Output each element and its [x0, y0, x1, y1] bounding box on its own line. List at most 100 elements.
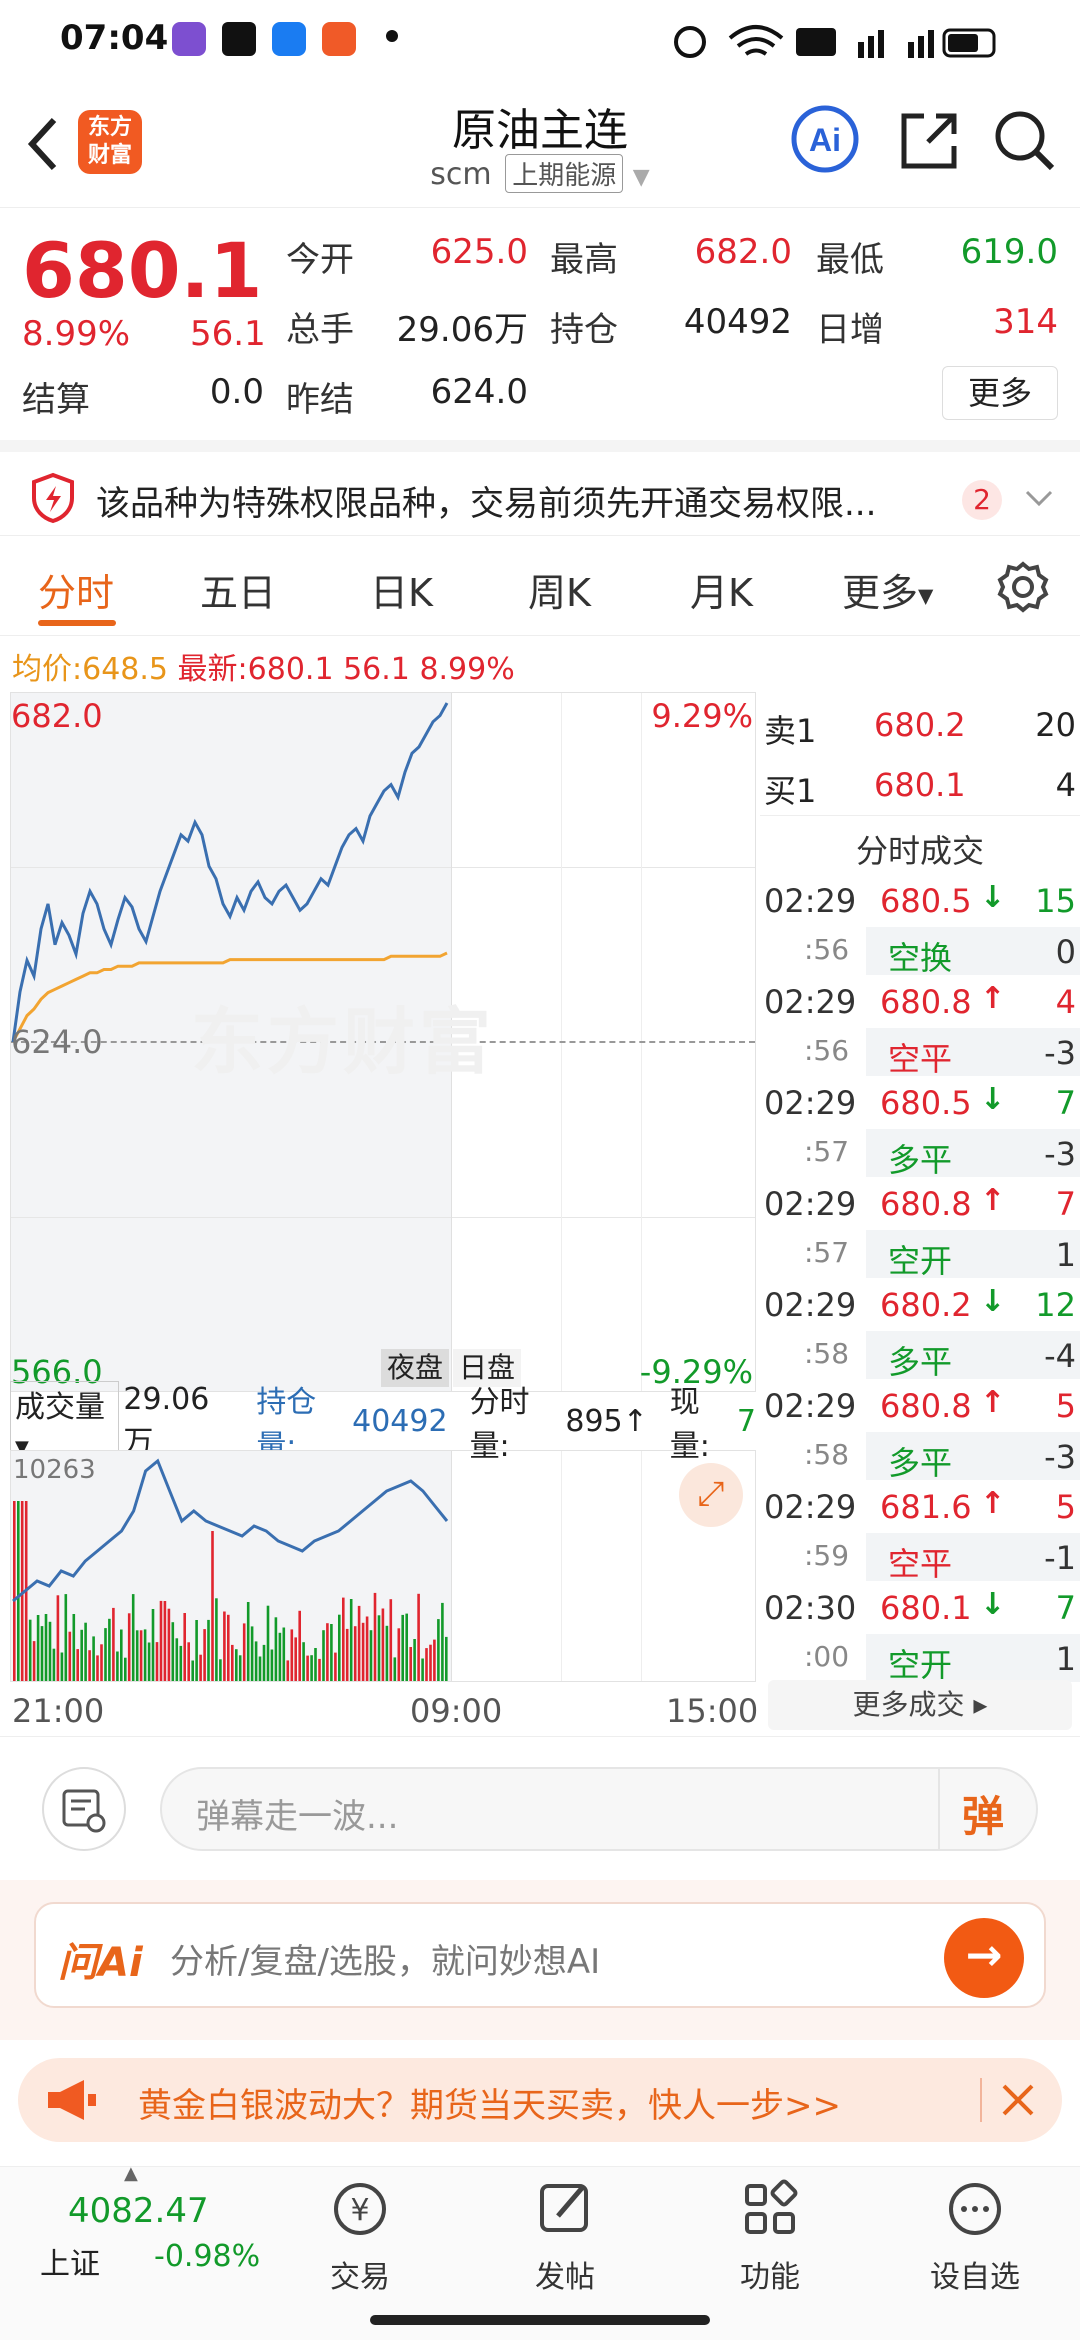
tab-intraday[interactable]: 分时 — [38, 571, 115, 615]
trade-time: :56 — [804, 932, 850, 966]
volume-bar — [413, 1639, 416, 1681]
volume-bar — [112, 1607, 115, 1681]
close-icon[interactable] — [1000, 2082, 1036, 2118]
trade-price: 多平 — [888, 1443, 953, 1482]
volume-bar — [88, 1650, 91, 1681]
tab-monthly-k[interactable]: 月K — [690, 571, 753, 615]
expand-icon[interactable]: ⤢ — [679, 1463, 743, 1527]
volume-bar — [219, 1659, 222, 1681]
volume-bar — [100, 1644, 103, 1681]
day-session-tag[interactable]: 日盘 — [453, 1349, 521, 1387]
ai-submit-arrow-icon[interactable]: → — [944, 1918, 1024, 1998]
tick-volume-label: 分时量: — [469, 1385, 530, 1464]
tab-more[interactable]: 更多▼ — [842, 562, 933, 617]
trade-time: :57 — [804, 1134, 850, 1168]
volume-bar — [203, 1629, 206, 1681]
volume-bar — [365, 1616, 369, 1681]
share-icon[interactable] — [898, 110, 960, 172]
volume-bar — [318, 1658, 321, 1681]
caret-up-icon: ▲ — [124, 2163, 138, 2184]
danmu-list-button[interactable] — [42, 1767, 126, 1851]
tab-watchlist[interactable]: 设自选 — [900, 2168, 1050, 2296]
ai-icon[interactable]: Ai — [790, 104, 860, 174]
promo-banner[interactable]: 黄金白银波动大？期货当天买卖，快人一步>> — [18, 2058, 1062, 2142]
volume-bar — [44, 1614, 48, 1681]
latest-pct: 8.99% — [419, 652, 515, 687]
x-mid-label: 09:00 — [410, 1692, 503, 1730]
bilibili-notification-icon — [272, 22, 306, 56]
average-price-line — [11, 951, 448, 1043]
trade-time: 02:29 — [764, 1488, 857, 1526]
volume-chart[interactable]: 10263 ⤢ — [10, 1450, 756, 1682]
volume-bar — [20, 1501, 24, 1681]
index-ticker[interactable]: ▲ 4082.47 上证 -0.98% — [30, 2163, 260, 2307]
volume-bar — [266, 1605, 270, 1681]
trade-price: 空平 — [888, 1544, 953, 1583]
volume-bar — [227, 1614, 230, 1681]
tab-more-label: 更多 — [842, 571, 919, 615]
search-icon[interactable] — [992, 108, 1058, 174]
prev-settle-label: 昨结 — [286, 380, 354, 420]
contract-code: scm — [430, 157, 492, 192]
back-icon[interactable] — [22, 114, 62, 174]
volume-bar — [445, 1636, 448, 1681]
order-book: 卖1 680.2 20 买1 680.1 4 分时成交 02:29 680.5 ↓ 1… — [760, 692, 1080, 1732]
intraday-chart[interactable]: 东方财富 682.0 624.0 566.0 9.29% -9.29% 夜盘 日… — [10, 692, 756, 1392]
ask1-label: 卖1 — [764, 712, 817, 750]
danmu-send-button[interactable]: 弹 — [962, 1792, 1005, 1841]
trade-price: 680.8 — [880, 983, 972, 1021]
ask1-volume: 20 — [1035, 706, 1076, 744]
app-notification-icon — [172, 22, 206, 56]
open-interest-label: 持仓 — [550, 310, 618, 350]
volume-bar — [179, 1645, 183, 1681]
trade-time: 02:29 — [764, 1387, 857, 1425]
volume-bar — [349, 1599, 353, 1681]
system-status-icons — [674, 25, 996, 58]
ai-input[interactable]: 问Ai 分析/复盘/选股，就问妙想AI → — [34, 1902, 1046, 2008]
volume-bar — [274, 1617, 278, 1681]
volume-bar — [353, 1626, 357, 1681]
pct-min-label: -9.29% — [639, 1353, 753, 1391]
x-end-label: 15:00 — [666, 1692, 759, 1730]
volume-bar — [167, 1608, 171, 1681]
tab-weekly-k[interactable]: 周K — [528, 571, 591, 615]
tab-five-day[interactable]: 五日 — [200, 571, 277, 615]
volume-bar — [262, 1644, 266, 1681]
trade-volume: -3 — [1044, 1437, 1076, 1476]
more-trades-button[interactable]: 更多成交 ▸ — [768, 1680, 1072, 1730]
danmu-input[interactable]: 弹幕走一波... 弹 — [160, 1767, 1038, 1851]
permission-notice[interactable]: 该品种为特殊权限品种，交易前须先开通交易权限... 2 — [0, 440, 1080, 536]
tab-daily-k[interactable]: 日K — [370, 571, 433, 615]
tab-functions[interactable]: 功能 — [695, 2168, 845, 2296]
volume-bar — [409, 1647, 412, 1681]
now-volume-value: 7 — [736, 1403, 756, 1439]
notice-text: 该品种为特殊权限品种，交易前须先开通交易权限... — [96, 484, 877, 524]
gear-icon[interactable] — [996, 560, 1050, 614]
trade-cell-bg — [866, 926, 1080, 975]
gridline — [561, 1451, 562, 1681]
trade-price: 空换 — [888, 938, 953, 977]
y-max-label: 682.0 — [11, 697, 103, 735]
trade-price: 空平 — [888, 1039, 953, 1078]
volume-bar — [377, 1615, 381, 1681]
arrow-down-icon: ↓ — [980, 1587, 1006, 1622]
tab-trade[interactable]: ¥ 交易 — [285, 2168, 435, 2296]
volume-bar — [13, 1501, 16, 1681]
indicator-selector[interactable]: 成交量▼ — [10, 1380, 120, 1462]
volume-bar — [231, 1644, 234, 1681]
volume-bar — [421, 1658, 424, 1681]
volume-bar — [84, 1622, 87, 1681]
trade-price: 空开 — [888, 1241, 953, 1280]
volume-bar — [28, 1619, 32, 1681]
trades-list[interactable]: 02:29 680.5 ↓ 15:56 空换 0 02:29 680.8 ↑ 4:56 空平 -3 02… — [760, 876, 1080, 1684]
volume-bar — [120, 1629, 123, 1681]
trade-volume: -1 — [1044, 1538, 1076, 1577]
more-quote-button[interactable]: 更多 — [942, 366, 1058, 420]
contract-subtitle[interactable]: scm 上期能源 ▼ — [0, 154, 1080, 193]
latest-label: 最新: — [177, 652, 248, 687]
grid-icon — [745, 2179, 798, 2234]
moji-notification-icon — [222, 22, 256, 56]
tab-post[interactable]: 发帖 — [490, 2168, 640, 2296]
volume-bar — [223, 1611, 226, 1681]
night-session-tag[interactable]: 夜盘 — [381, 1349, 449, 1387]
